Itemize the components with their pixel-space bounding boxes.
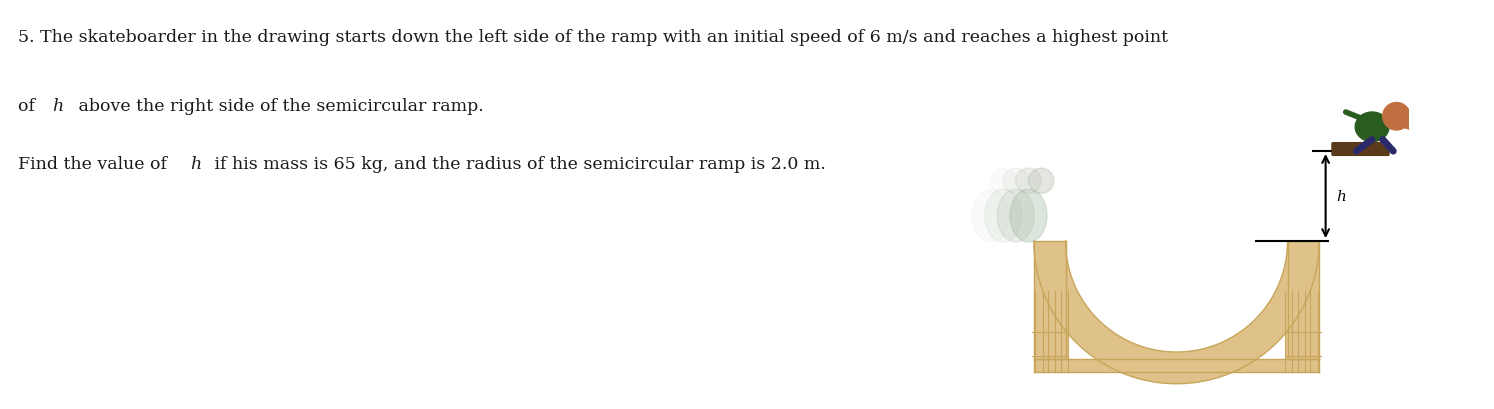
Ellipse shape bbox=[985, 190, 1022, 243]
Polygon shape bbox=[1049, 291, 1055, 372]
Circle shape bbox=[991, 169, 1016, 194]
Polygon shape bbox=[1061, 291, 1068, 372]
Polygon shape bbox=[1298, 291, 1304, 372]
Polygon shape bbox=[1034, 241, 1065, 360]
Circle shape bbox=[1016, 169, 1041, 194]
Text: Find the value of: Find the value of bbox=[18, 155, 172, 172]
Text: if his mass is 65 kg, and the radius of the semicircular ramp is 2.0 m.: if his mass is 65 kg, and the radius of … bbox=[209, 155, 826, 172]
Text: of: of bbox=[18, 98, 46, 115]
Circle shape bbox=[1383, 103, 1410, 130]
Circle shape bbox=[1028, 169, 1053, 194]
Ellipse shape bbox=[973, 190, 1008, 243]
FancyBboxPatch shape bbox=[1333, 143, 1389, 156]
Text: h: h bbox=[52, 98, 64, 115]
Polygon shape bbox=[1288, 241, 1319, 360]
Polygon shape bbox=[1034, 241, 1319, 384]
Ellipse shape bbox=[998, 190, 1034, 243]
Text: 5. The skateboarder in the drawing starts down the left side of the ramp with an: 5. The skateboarder in the drawing start… bbox=[18, 29, 1168, 45]
Circle shape bbox=[1002, 169, 1028, 194]
Polygon shape bbox=[1034, 360, 1319, 372]
Polygon shape bbox=[1035, 291, 1043, 372]
Ellipse shape bbox=[1355, 113, 1389, 142]
Ellipse shape bbox=[1010, 190, 1047, 243]
Polygon shape bbox=[1285, 291, 1292, 372]
Text: h: h bbox=[1336, 190, 1346, 204]
Text: above the right side of the semicircular ramp.: above the right side of the semicircular… bbox=[73, 98, 484, 115]
Polygon shape bbox=[1310, 291, 1318, 372]
Text: h: h bbox=[190, 155, 202, 172]
